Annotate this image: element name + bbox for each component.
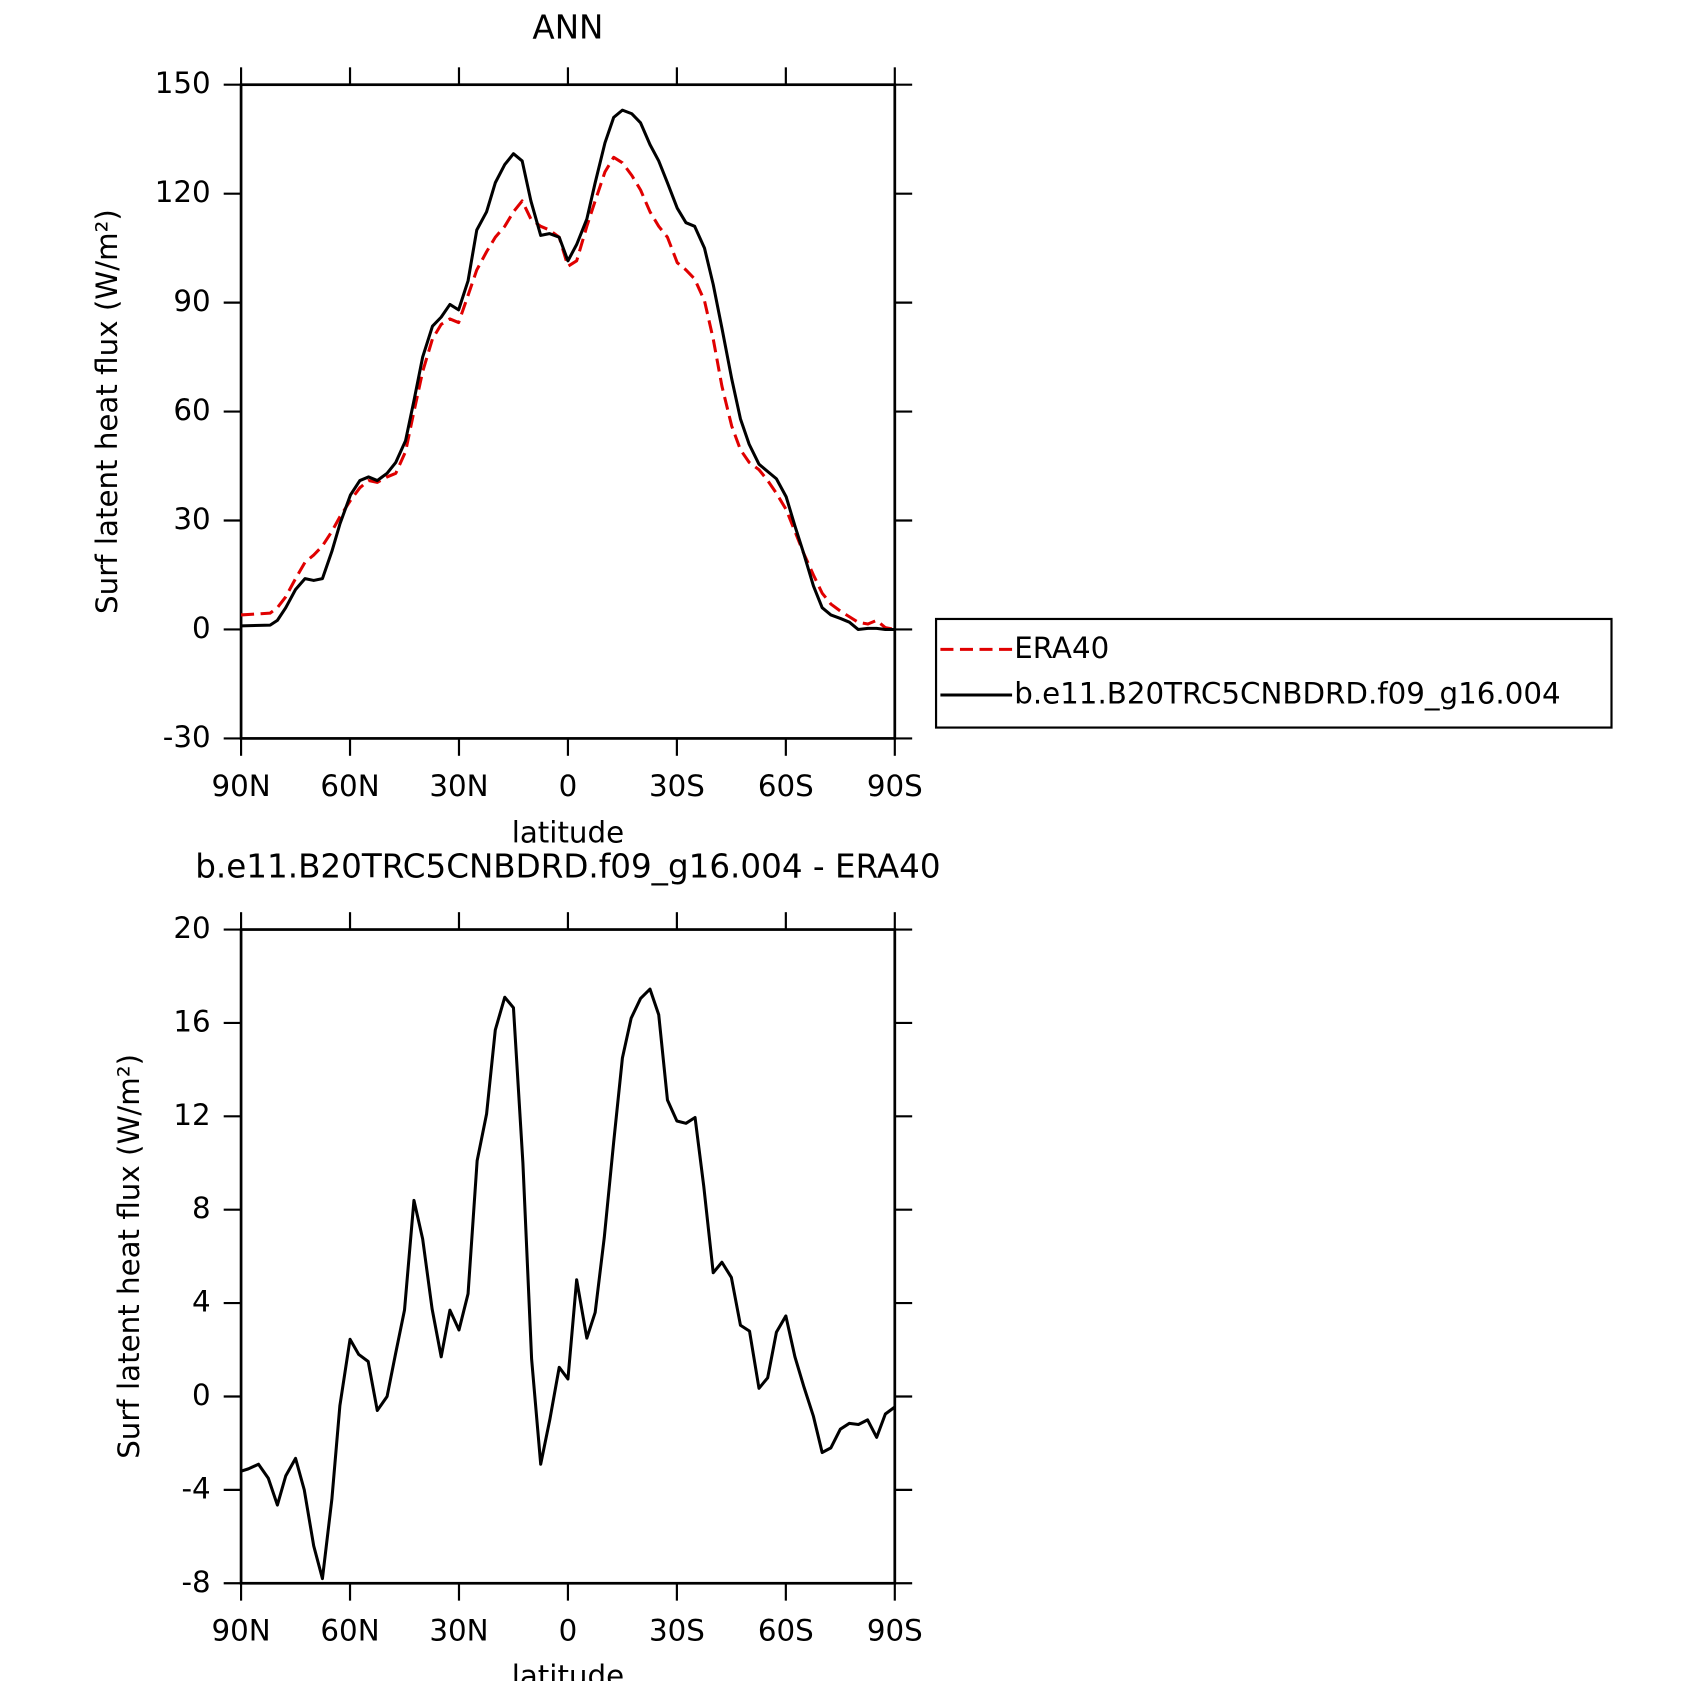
x-tick-label: 0 xyxy=(559,1614,578,1648)
y-tick-label: 120 xyxy=(155,175,211,209)
x-tick-label: 30S xyxy=(649,1614,705,1648)
y-tick-label: 12 xyxy=(173,1098,210,1132)
chart-title: b.e11.B20TRC5CNBDRD.f09_g16.004 - ERA40 xyxy=(195,848,940,886)
y-tick-label: -8 xyxy=(181,1565,210,1599)
legend-label: ERA40 xyxy=(1014,631,1109,665)
y-axis-label: Surf latent heat flux (W/m²) xyxy=(90,209,124,614)
data-line xyxy=(240,155,896,631)
y-tick-label: 90 xyxy=(173,284,210,318)
x-tick-label: 30S xyxy=(649,769,705,803)
y-tick-label: -4 xyxy=(181,1471,210,1505)
y-tick-label: 150 xyxy=(155,66,211,100)
x-tick-label: 90N xyxy=(211,1614,270,1648)
x-tick-label: 90S xyxy=(867,1614,923,1648)
x-tick-label: 30N xyxy=(429,769,488,803)
y-tick-label: 20 xyxy=(173,911,210,945)
legend-label: b.e11.B20TRC5CNBDRD.f09_g16.004 xyxy=(1014,676,1560,710)
x-tick-label: 0 xyxy=(559,769,578,803)
data-line xyxy=(241,108,895,631)
x-tick-label: 90N xyxy=(211,769,270,803)
chart-title: ANN xyxy=(532,8,603,46)
y-tick-label: -30 xyxy=(163,720,211,754)
y-tick-label: 16 xyxy=(173,1004,210,1038)
plot-frame xyxy=(239,928,897,1585)
x-tick-label: 90S xyxy=(867,769,923,803)
legend-box xyxy=(934,617,1613,729)
plot-frame xyxy=(239,83,897,740)
x-axis-label: latitude xyxy=(512,1659,624,1681)
data-line xyxy=(240,987,896,1581)
y-tick-label: 30 xyxy=(173,502,210,536)
x-axis-label: latitude xyxy=(512,815,624,849)
x-tick-label: 60N xyxy=(320,769,379,803)
y-tick-label: 8 xyxy=(192,1191,211,1225)
y-tick-label: 0 xyxy=(192,611,211,645)
y-tick-label: 0 xyxy=(192,1378,211,1412)
x-tick-label: 60N xyxy=(320,1614,379,1648)
y-axis-label: Surf latent heat flux (W/m²) xyxy=(112,1054,146,1459)
y-tick-label: 60 xyxy=(173,393,210,427)
x-tick-label: 60S xyxy=(758,1614,814,1648)
x-tick-label: 30N xyxy=(429,1614,488,1648)
x-tick-label: 60S xyxy=(758,769,814,803)
y-tick-label: 4 xyxy=(192,1285,211,1319)
